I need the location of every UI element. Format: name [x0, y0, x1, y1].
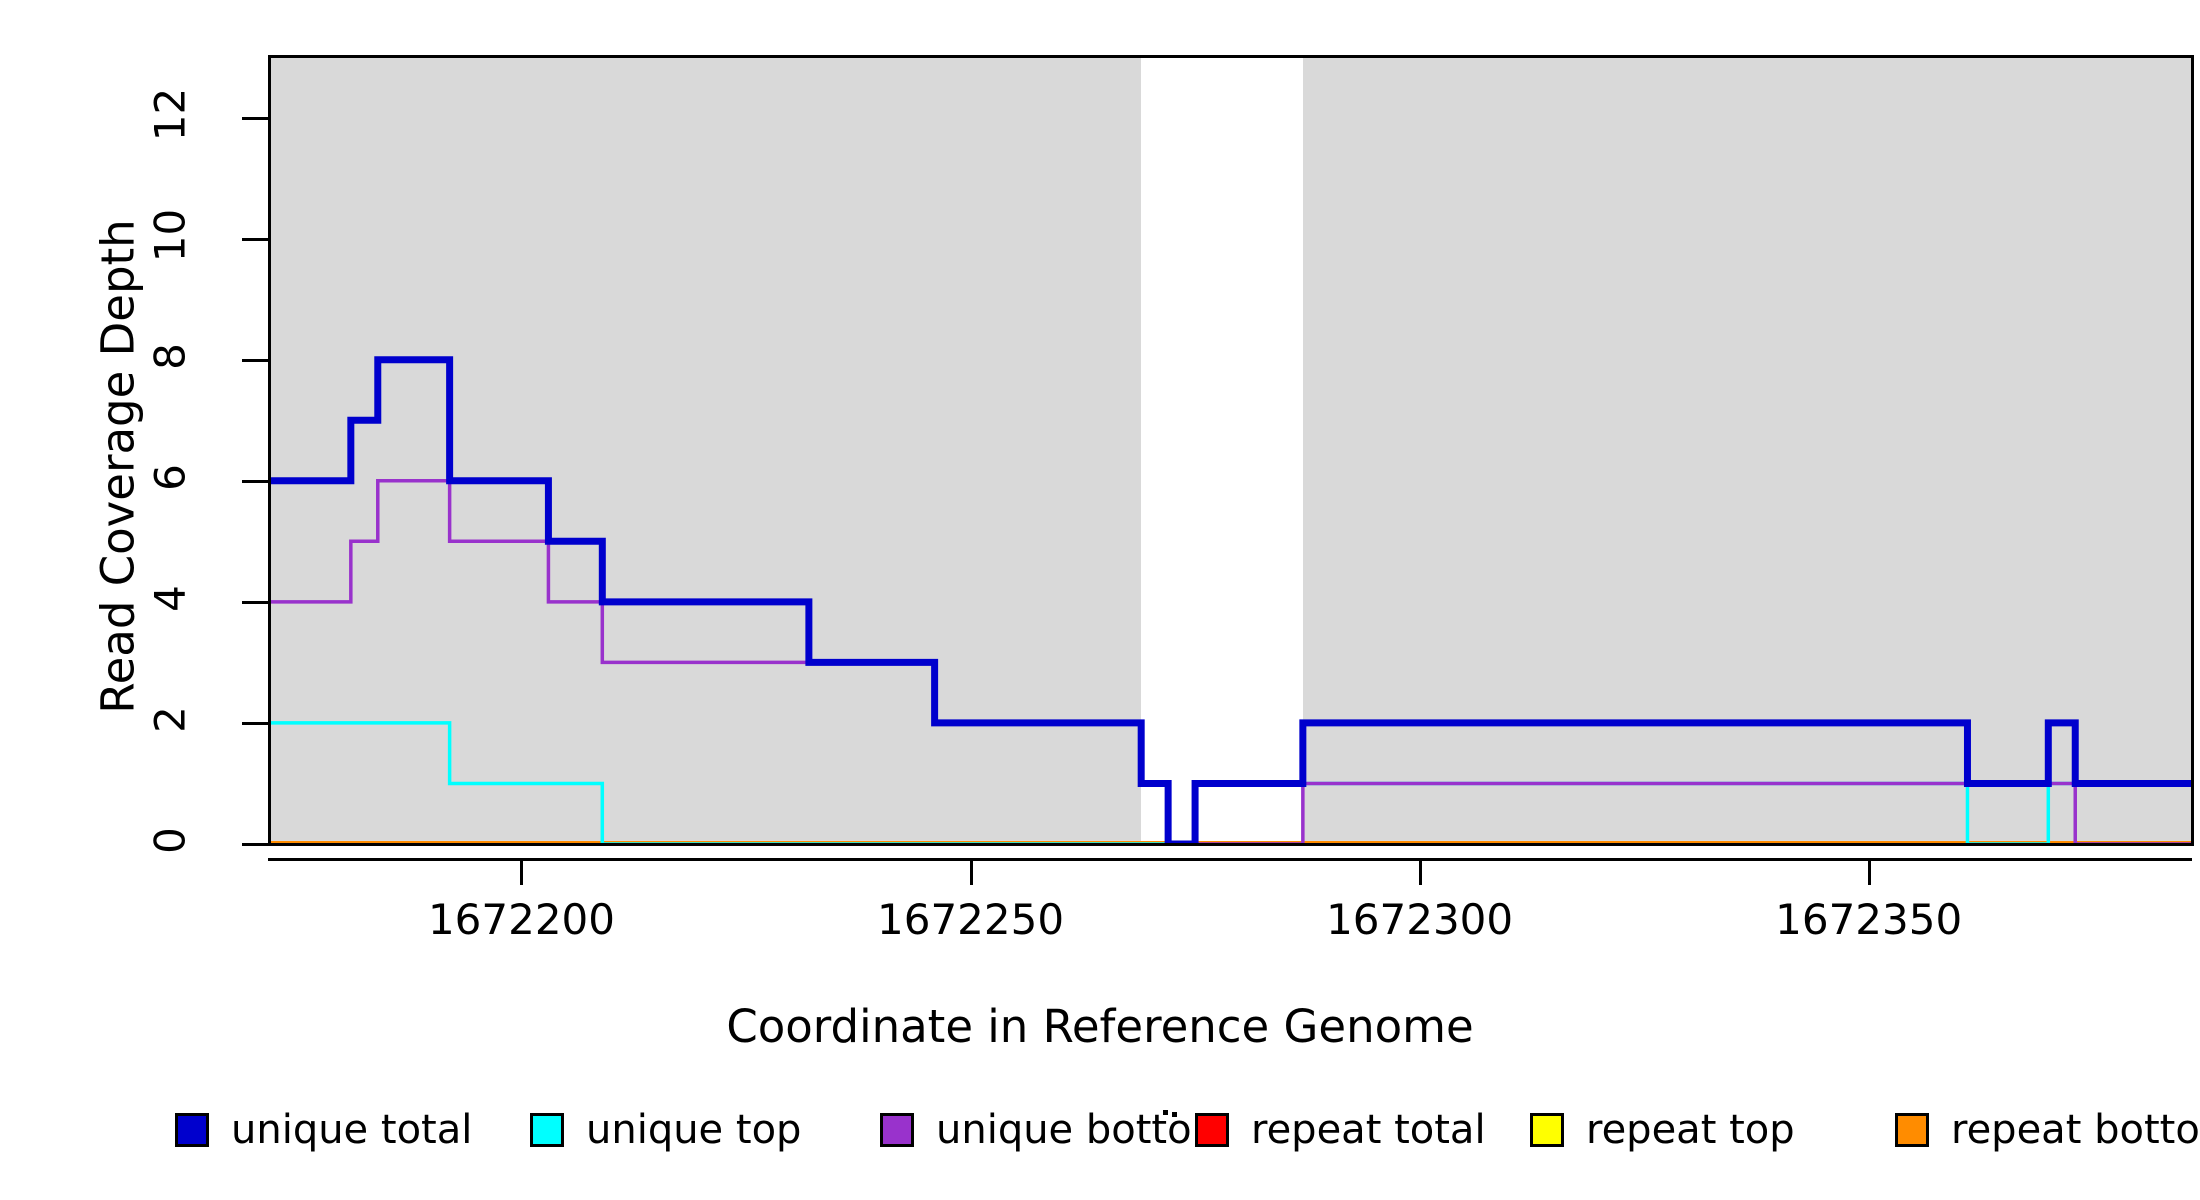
series-lines	[270, 356, 2192, 844]
y-tick-mark	[242, 358, 268, 362]
x-tick-mark	[520, 858, 524, 885]
x-tick-mark	[1418, 858, 1422, 885]
legend-stray-dot-1	[1163, 1110, 1168, 1115]
y-axis-title: Read Coverage Depth	[91, 219, 145, 714]
shaded-band	[1302, 57, 2192, 844]
x-axis-line	[268, 858, 2192, 861]
y-tick-label: 12	[145, 87, 195, 141]
legend-swatch-repeat-top	[1530, 1113, 1564, 1147]
y-tick-label: 2	[145, 706, 195, 733]
y-tick-label: 4	[145, 584, 195, 612]
legend-item-repeat-bottom[interactable]: repeat bottom	[1895, 1105, 2200, 1155]
x-tick-label: 1672300	[1326, 895, 1514, 944]
x-axis-title: Coordinate in Reference Genome	[726, 1000, 1474, 1053]
x-tick-mark	[969, 858, 973, 885]
x-tick-label: 1672350	[1775, 895, 1963, 944]
legend-item-unique-top[interactable]: unique top	[530, 1105, 801, 1155]
y-tick-label: 6	[145, 463, 195, 491]
series-unique-bottom	[270, 479, 2192, 844]
y-tick-mark	[242, 237, 268, 241]
y-tick-mark	[242, 843, 268, 846]
legend-item-repeat-top[interactable]: repeat top	[1530, 1105, 1795, 1155]
y-tick-mark	[242, 479, 268, 483]
y-tick-mark	[242, 116, 268, 120]
x-tick-label: 1672200	[427, 895, 615, 944]
chart-legend: unique total unique top unique bottom repea…	[0, 1105, 2200, 1165]
y-tick-mark	[242, 721, 268, 725]
x-tick-mark	[1867, 858, 1871, 885]
legend-label: unique bottom	[936, 1107, 1231, 1153]
plot-area	[270, 57, 2192, 844]
shaded-band	[270, 57, 1142, 844]
legend-stray-dot-2	[1172, 1112, 1177, 1117]
legend-label: repeat total	[1251, 1107, 1486, 1153]
legend-swatch-repeat-bottom	[1895, 1113, 1929, 1147]
legend-item-unique-bottom[interactable]: unique bottom	[880, 1105, 1231, 1155]
x-tick-label: 1672250	[877, 895, 1065, 944]
y-tick-label: 10	[145, 208, 195, 262]
legend-label: unique total	[231, 1107, 473, 1153]
series-unique-total	[270, 356, 2192, 844]
legend-label: repeat bottom	[1951, 1107, 2200, 1153]
legend-item-unique-total[interactable]: unique total	[175, 1105, 472, 1155]
legend-swatch-unique-total	[175, 1113, 209, 1147]
legend-item-repeat-total[interactable]: repeat total	[1195, 1105, 1486, 1155]
legend-swatch-repeat-total	[1195, 1113, 1229, 1147]
legend-label: repeat top	[1586, 1107, 1795, 1153]
y-tick-label: 0	[145, 827, 195, 854]
legend-swatch-unique-bottom	[880, 1113, 914, 1147]
y-tick-label: 8	[145, 342, 195, 370]
y-tick-mark	[242, 600, 268, 604]
legend-swatch-unique-top	[530, 1113, 564, 1147]
legend-label: unique top	[586, 1107, 802, 1153]
